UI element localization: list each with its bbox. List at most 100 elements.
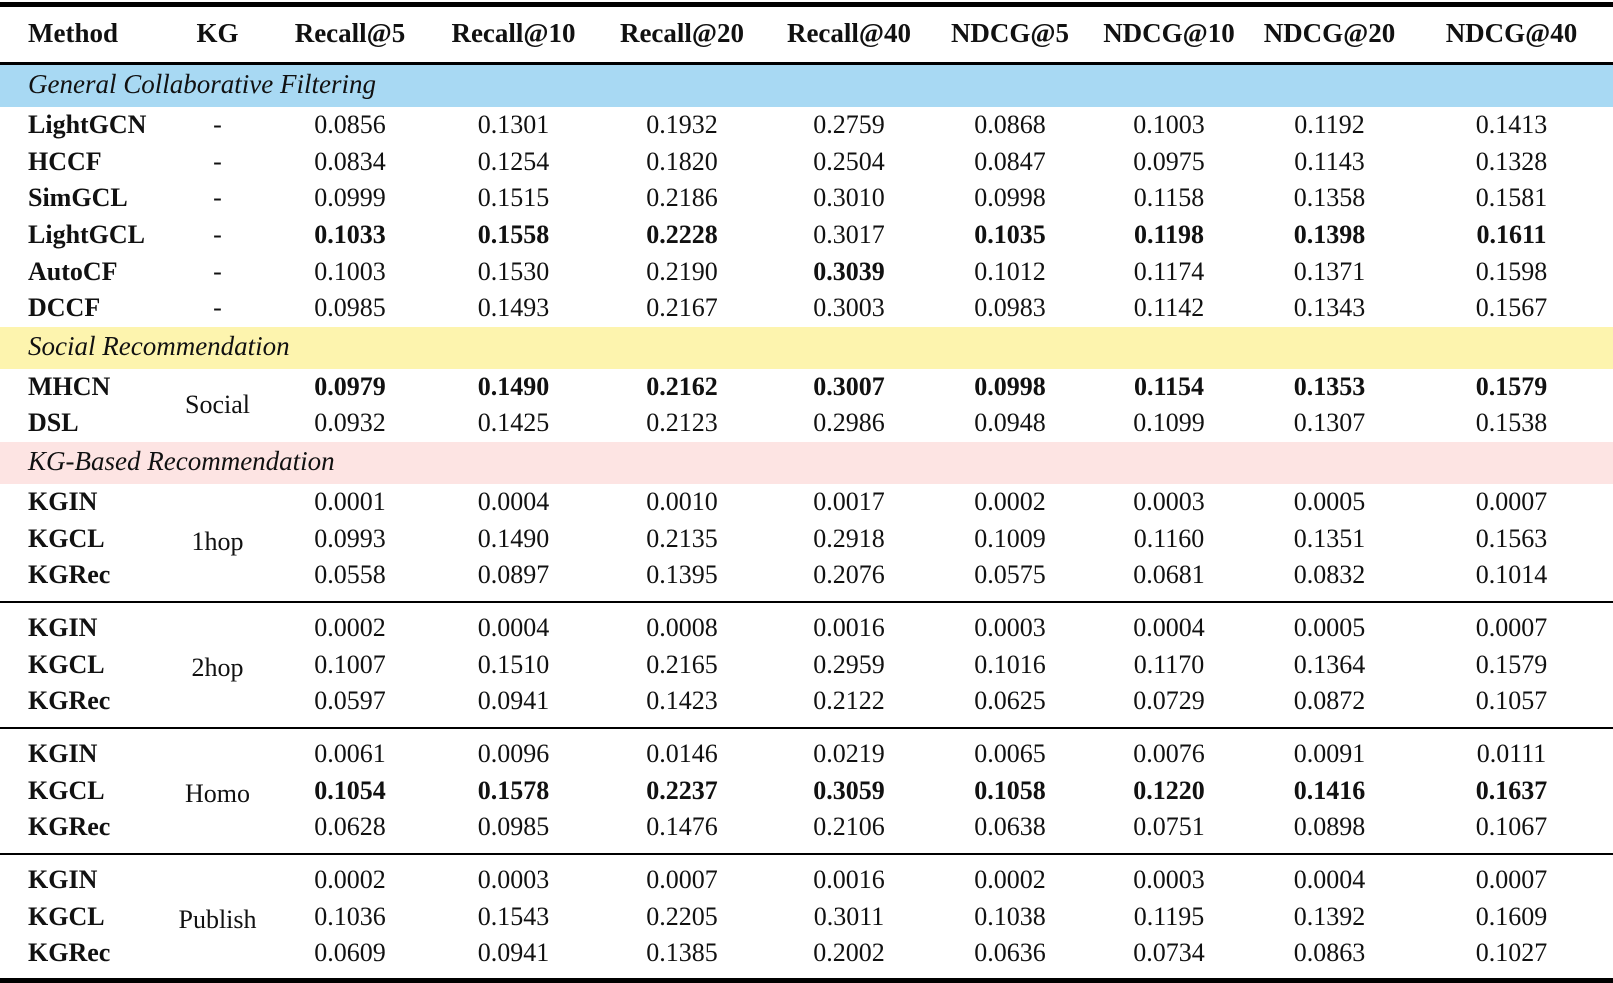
value-cell: 0.1067 xyxy=(1475,812,1548,842)
value-cell: 0.2190 xyxy=(646,256,718,286)
section-title: KG-Based Recommendation xyxy=(0,442,1613,484)
kg-cell: 1hop xyxy=(191,527,244,557)
table-header-row: Method KG Recall@5 Recall@10 Recall@20 Recall… xyxy=(0,4,1613,65)
table-row: LightGCN - 0.0856 0.1301 0.1932 0.2759 0.0868 0… xyxy=(0,107,1613,144)
value-cell: 0.0948 xyxy=(974,408,1046,438)
method-cell: AutoCF xyxy=(28,256,118,286)
value-cell: 0.2106 xyxy=(813,812,885,842)
column-header: KG xyxy=(165,4,270,65)
value-cell: 0.0002 xyxy=(270,853,430,899)
table-row: HCCF - 0.0834 0.1254 0.1820 0.2504 0.0847 0.097… xyxy=(0,144,1613,181)
value-cell: 0.0061 xyxy=(270,726,430,773)
value-cell: 0.1003 xyxy=(1133,109,1205,139)
value-cell: 0.0017 xyxy=(813,486,885,516)
value-cell: 0.1033 xyxy=(314,219,386,249)
value-cell: 0.1392 xyxy=(1293,901,1366,931)
value-cell: 0.0979 xyxy=(314,371,386,401)
kg-cell: - xyxy=(213,146,222,176)
value-cell: 0.1578 xyxy=(477,775,550,805)
value-cell: 0.0007 xyxy=(597,853,767,899)
table-row: KGRec 0.0628 0.0985 0.1476 0.2106 0.0638 0.075… xyxy=(0,809,1613,854)
value-cell: 0.0681 xyxy=(1133,560,1205,590)
value-cell: 0.0004 xyxy=(1089,600,1249,647)
kg-cell: Homo xyxy=(165,726,270,854)
value-cell: 0.0856 xyxy=(314,109,386,139)
value-cell: 0.1027 xyxy=(1475,938,1548,968)
value-cell: 0.0734 xyxy=(1133,938,1205,968)
table-row: KGRec 0.0558 0.0897 0.1395 0.2076 0.0575 0.068… xyxy=(0,557,1613,602)
value-cell: 0.2162 xyxy=(646,371,718,401)
value-cell: 0.0751 xyxy=(1133,812,1205,842)
method-cell: KGRec xyxy=(28,938,111,968)
method-cell: LightGCL xyxy=(28,219,146,249)
value-cell: 0.0985 xyxy=(314,293,386,323)
value-cell: 0.0008 xyxy=(597,600,767,647)
table-row: LightGCL - 0.1033 0.1558 0.2228 0.3017 0.1035 0… xyxy=(0,217,1613,254)
value-cell: 0.0001 xyxy=(314,486,386,516)
section-banner-row: General Collaborative Filtering xyxy=(0,63,1613,107)
method-cell: KGCL xyxy=(28,901,105,931)
method-cell: MHCN xyxy=(28,371,111,401)
kg-cell: - xyxy=(213,219,222,249)
value-cell: 0.0834 xyxy=(314,146,386,176)
value-cell: 0.0863 xyxy=(1293,938,1366,968)
value-cell: 0.0941 xyxy=(477,686,550,716)
value-cell: 0.1579 xyxy=(1475,371,1548,401)
method-cell: DCCF xyxy=(28,293,101,323)
value-cell: 0.0002 xyxy=(974,486,1046,516)
method-cell: KGCL xyxy=(28,649,105,679)
value-cell: 0.0575 xyxy=(974,560,1046,590)
value-cell: 0.1579 xyxy=(1475,649,1548,679)
value-cell: 0.0065 xyxy=(931,726,1089,773)
value-cell: 0.1099 xyxy=(1133,408,1205,438)
value-cell: 0.1558 xyxy=(477,219,550,249)
kg-cell: - xyxy=(213,109,222,139)
value-cell: 0.3039 xyxy=(813,256,885,286)
value-cell: 0.2759 xyxy=(813,109,885,139)
value-cell: 0.1543 xyxy=(477,901,550,931)
value-cell: 0.1254 xyxy=(477,146,550,176)
value-cell: 0.1035 xyxy=(974,219,1046,249)
value-cell: 0.0003 xyxy=(931,600,1089,647)
value-cell: 0.0091 xyxy=(1249,726,1410,773)
value-cell: 0.1932 xyxy=(646,109,718,139)
value-cell: 0.0983 xyxy=(974,293,1046,323)
value-cell: 0.3017 xyxy=(813,219,885,249)
column-header: NDCG@10 xyxy=(1089,4,1249,65)
value-cell: 0.0636 xyxy=(974,938,1046,968)
value-cell: 0.2167 xyxy=(646,293,718,323)
value-cell: 0.1142 xyxy=(1133,293,1205,323)
value-cell: 0.1016 xyxy=(974,649,1046,679)
value-cell: 0.1009 xyxy=(974,523,1046,553)
method-cell: LightGCN xyxy=(28,109,147,139)
value-cell: 0.0096 xyxy=(430,726,597,773)
value-cell: 0.1493 xyxy=(477,293,550,323)
kg-cell: Publish xyxy=(165,853,270,981)
value-cell: 0.0998 xyxy=(974,371,1046,401)
value-cell: 0.2165 xyxy=(646,649,718,679)
value-cell: 0.2228 xyxy=(646,219,718,249)
value-cell: 0.0005 xyxy=(1249,600,1410,647)
kg-cell: - xyxy=(213,256,222,286)
value-cell: 0.0985 xyxy=(477,812,550,842)
value-cell: 0.1192 xyxy=(1294,109,1365,139)
value-cell: 0.0558 xyxy=(314,560,386,590)
value-cell: 0.0002 xyxy=(270,600,430,647)
table-row: KGCL 0.1007 0.1510 0.2165 0.2959 0.1016 0.1170… xyxy=(0,647,1613,684)
value-cell: 0.1058 xyxy=(974,775,1046,805)
value-cell: 0.1054 xyxy=(314,775,386,805)
value-cell: 0.0003 xyxy=(1089,853,1249,899)
value-cell: 0.0628 xyxy=(314,812,386,842)
value-cell: 0.3003 xyxy=(813,293,885,323)
value-cell: 0.0872 xyxy=(1293,686,1366,716)
value-cell: 0.0932 xyxy=(314,408,386,438)
value-cell: 0.0868 xyxy=(974,109,1046,139)
value-cell: 0.1476 xyxy=(646,812,718,842)
column-header: NDCG@40 xyxy=(1410,4,1613,65)
value-cell: 0.0998 xyxy=(974,183,1046,213)
kg-cell: 2hop xyxy=(165,600,270,728)
value-cell: 0.1395 xyxy=(646,560,718,590)
value-cell: 0.1351 xyxy=(1293,523,1366,553)
